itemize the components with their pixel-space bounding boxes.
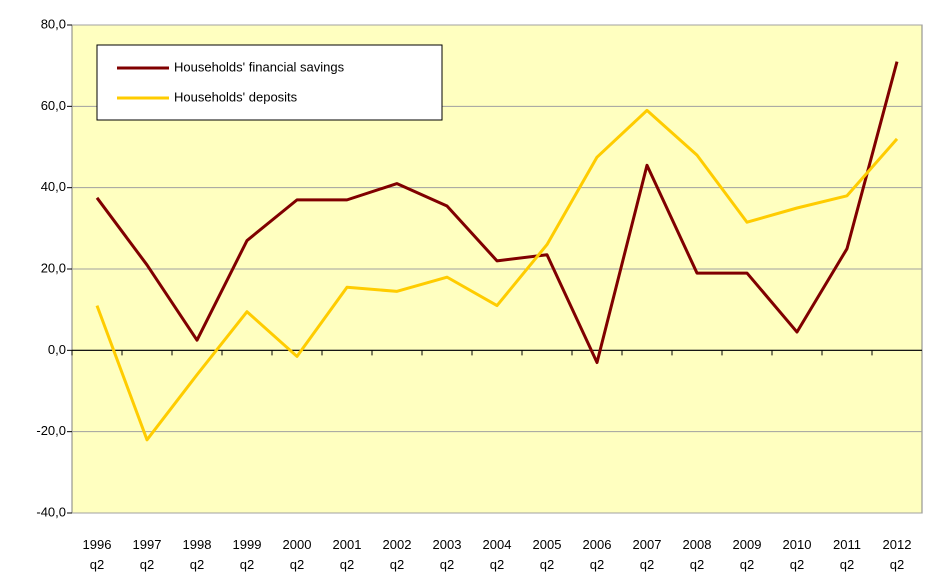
x-tick-label: 2002 q2 <box>382 537 412 572</box>
y-tick-label: -20,0 <box>36 423 66 438</box>
x-tick-label: 2009 q2 <box>732 537 762 572</box>
x-tick-label: 2004 q2 <box>482 537 512 572</box>
series-line <box>95 61 899 365</box>
y-tick-label: 40,0 <box>41 179 66 194</box>
x-tick-label: 1996 q2 <box>82 537 112 572</box>
y-tick-label: 60,0 <box>41 98 66 113</box>
x-tick-label: 2000 q2 <box>282 537 312 572</box>
x-tick-label: 2012 q2 <box>882 537 912 572</box>
y-tick-label: 80,0 <box>41 16 66 31</box>
x-tick-label: 2011 q2 <box>833 537 861 572</box>
legend-box <box>96 44 443 121</box>
y-tick-label: 0,0 <box>48 342 66 357</box>
x-tick-label: 2007 q2 <box>632 537 662 572</box>
x-tick-label: 2003 q2 <box>432 537 462 572</box>
y-tick-label: -40,0 <box>36 504 66 519</box>
legend-label: Households' deposits <box>174 89 298 104</box>
legend-label: Households' financial savings <box>174 59 345 74</box>
x-tick-label: 2005 q2 <box>532 537 562 572</box>
x-tick-label: 1997 q2 <box>132 537 162 572</box>
x-tick-label: 2008 q2 <box>682 537 712 572</box>
series-line <box>95 108 899 442</box>
x-tick-label: 1998 q2 <box>182 537 212 572</box>
x-tick-label: 2006 q2 <box>582 537 612 572</box>
x-tick-label: 1999 q2 <box>232 537 262 572</box>
x-tick-label: 2001 q2 <box>332 537 362 572</box>
x-tick-label: 2010 q2 <box>782 537 812 572</box>
y-tick-label: 20,0 <box>41 260 66 275</box>
